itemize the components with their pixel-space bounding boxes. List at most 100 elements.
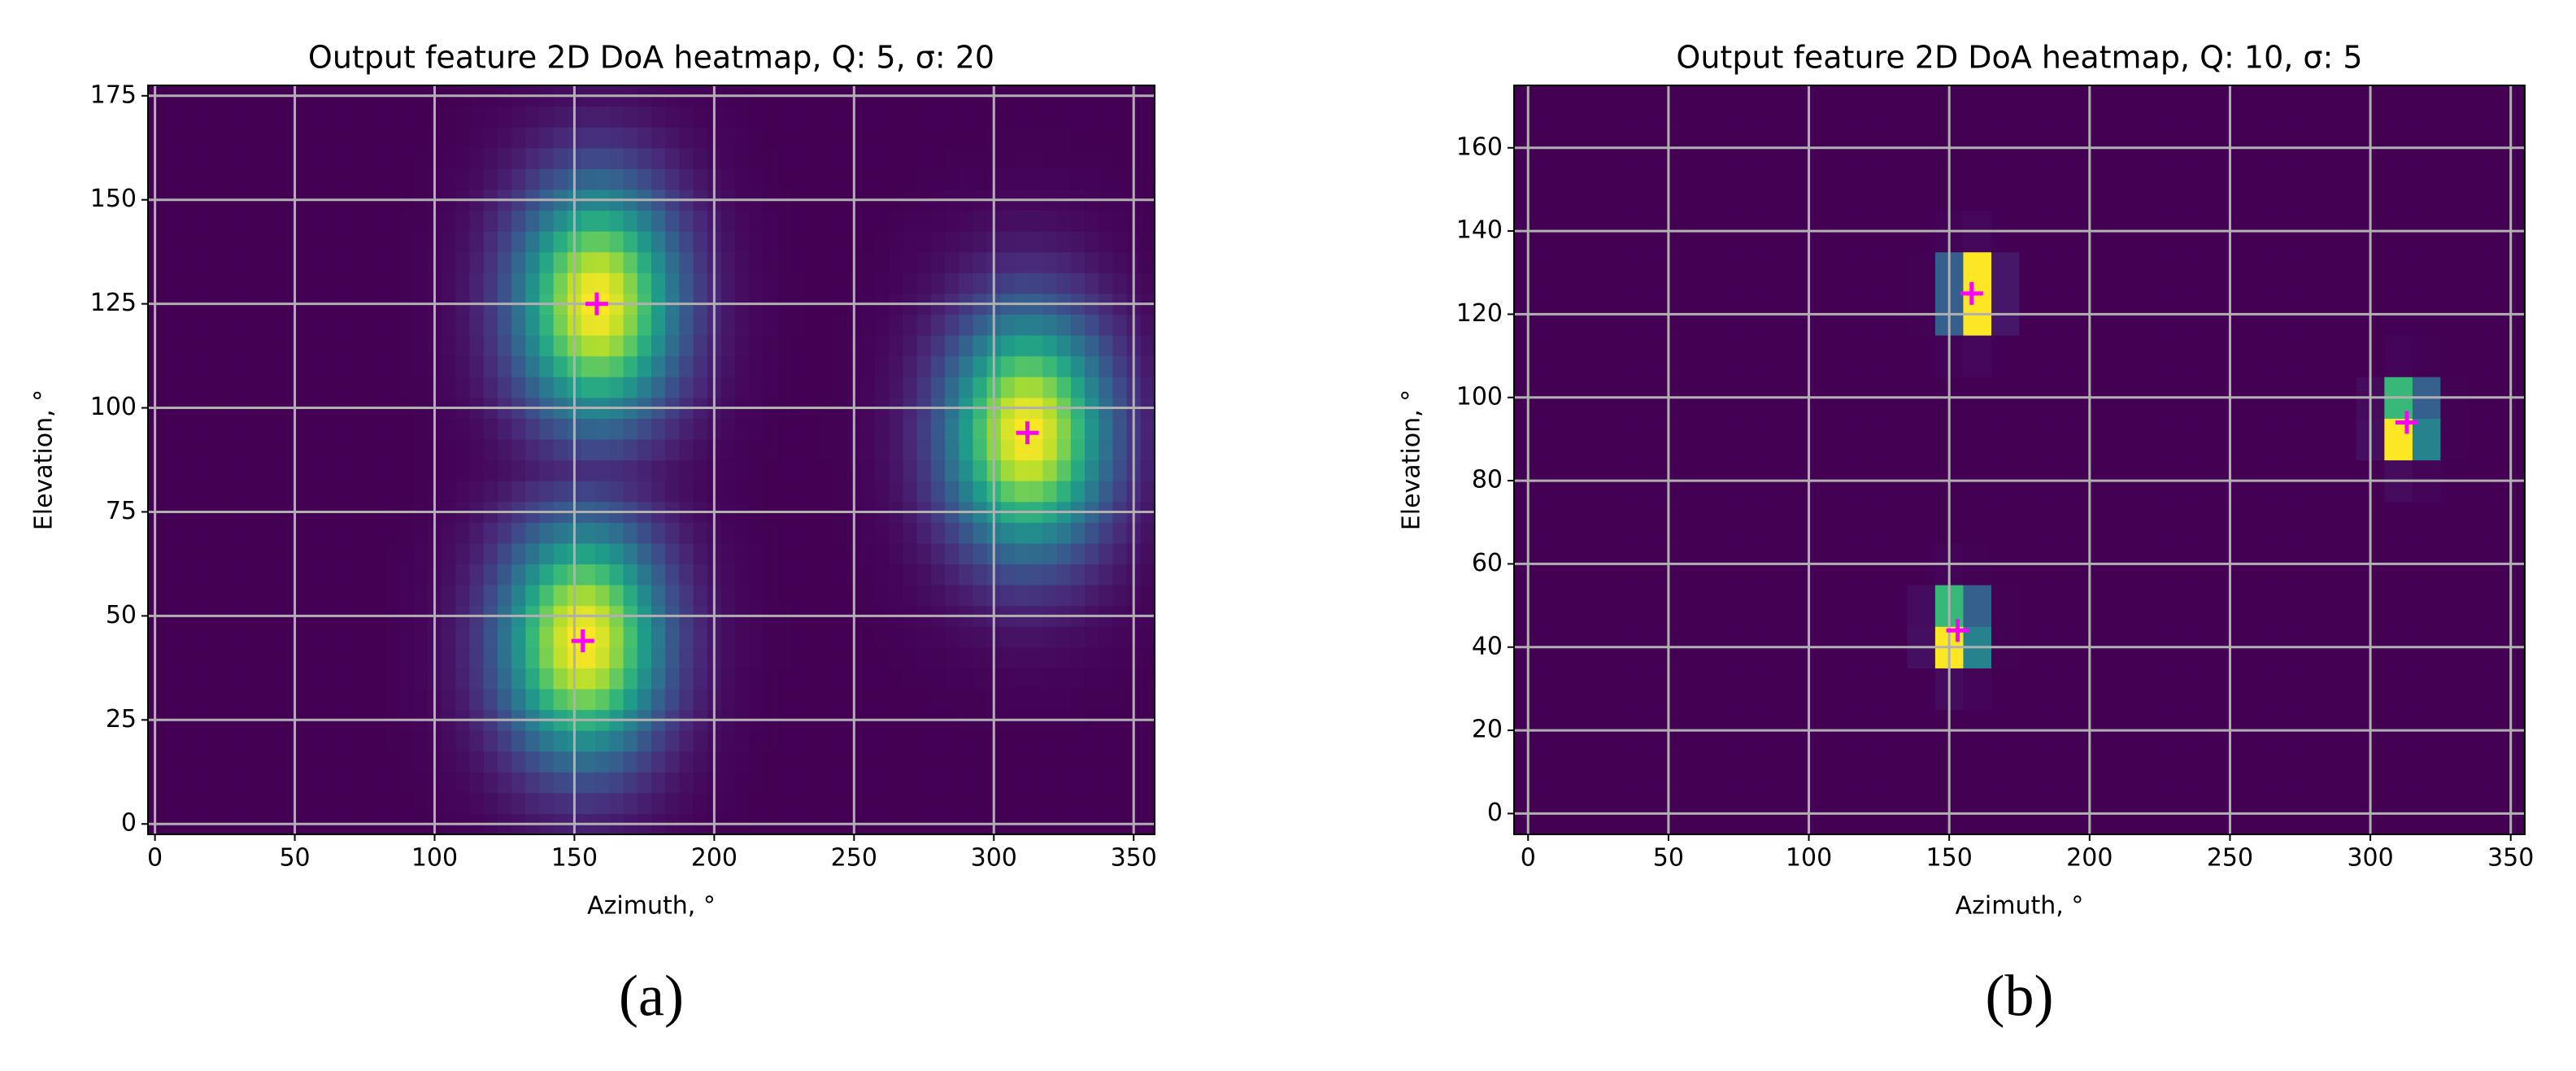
heatmap-cell: [693, 272, 708, 294]
heatmap-cell: [217, 668, 233, 690]
heatmap-cell: [790, 251, 806, 273]
heatmap-cell: [329, 626, 345, 648]
heatmap-cell: [973, 147, 988, 169]
heatmap-cell: [651, 377, 666, 398]
heatmap-cell: [1000, 772, 1016, 794]
y-tick-label: 100: [1456, 382, 1503, 411]
heatmap-cell: [720, 314, 736, 336]
heatmap-cell: [973, 314, 988, 336]
heatmap-cell: [2243, 85, 2273, 128]
heatmap-cell: [1000, 751, 1016, 773]
heatmap-cell: [525, 355, 541, 377]
source-marker: [1016, 421, 1039, 445]
heatmap-cell: [805, 751, 820, 773]
heatmap-cell: [693, 438, 708, 461]
heatmap-cell: [232, 231, 246, 253]
heatmap-cell: [189, 438, 205, 461]
heatmap-cell: [1015, 647, 1029, 668]
heatmap-cell: [1085, 127, 1099, 149]
heatmap-cell: [1542, 335, 1571, 377]
heatmap-cell: [1140, 626, 1155, 648]
heatmap-cell: [749, 355, 764, 377]
heatmap-cell: [217, 210, 233, 232]
heatmap-cell: [525, 418, 541, 440]
heatmap-cell: [720, 585, 736, 607]
heatmap-cell: [735, 564, 750, 586]
heatmap-cell: [302, 147, 316, 169]
heatmap-cell: [442, 106, 456, 128]
heatmap-cell: [973, 730, 988, 752]
heatmap-cell: [176, 314, 191, 336]
heatmap-cell: [1070, 688, 1086, 711]
heatmap-cell: [973, 210, 988, 232]
heatmap-cell: [930, 647, 946, 668]
heatmap-cell: [651, 792, 666, 815]
heatmap-cell: [343, 418, 359, 440]
x-axis-label: Azimuth, °: [1956, 892, 2084, 921]
heatmap-cell: [553, 585, 568, 607]
heatmap-cell: [790, 459, 806, 481]
heatmap-cell: [357, 147, 372, 169]
heatmap-cell: [442, 626, 456, 648]
heatmap: [148, 85, 1155, 835]
heatmap-cell: [162, 542, 176, 565]
heatmap-cell: [959, 626, 974, 648]
heatmap-cell: [609, 751, 624, 773]
heatmap-cell: [176, 585, 191, 607]
heatmap-cell: [693, 626, 708, 648]
heatmap-cell: [609, 106, 624, 128]
heatmap-cell: [1542, 501, 1571, 544]
heatmap-cell: [790, 792, 806, 815]
heatmap-cell: [875, 564, 890, 586]
x-tick-label: 0: [1521, 844, 1536, 873]
heatmap-cell: [469, 792, 485, 815]
heatmap-cell: [1000, 481, 1016, 503]
heatmap-cell: [777, 251, 792, 273]
heatmap-cell: [749, 210, 764, 232]
heatmap-cell: [945, 647, 959, 668]
heatmap-cell: [959, 251, 974, 273]
heatmap-cell: [777, 626, 792, 648]
heatmap-cell: [1000, 542, 1016, 565]
heatmap-cell: [1042, 127, 1058, 149]
heatmap-cell: [372, 438, 386, 461]
heatmap-cell: [539, 459, 555, 481]
heatmap-cell: [259, 314, 275, 336]
heatmap-cell: [581, 335, 596, 357]
heatmap-cell: [945, 564, 959, 586]
heatmap-cell: [2412, 418, 2442, 461]
heatmap-cell: [553, 751, 568, 773]
heatmap-cell: [735, 481, 750, 503]
heatmap-cell: [399, 522, 415, 544]
heatmap-cell: [1056, 647, 1072, 668]
heatmap-cell: [1000, 730, 1016, 752]
heatmap-cell: [930, 730, 946, 752]
heatmap-cell: [1015, 272, 1029, 294]
heatmap-cell: [357, 647, 372, 668]
heatmap-cell: [162, 231, 176, 253]
heatmap-cell: [790, 772, 806, 794]
heatmap-cell: [203, 314, 219, 336]
heatmap-cell: [273, 522, 289, 544]
heatmap-cell: [1000, 355, 1016, 377]
heatmap-cell: [790, 314, 806, 336]
heatmap-cell: [1140, 481, 1155, 503]
heatmap-cell: [749, 730, 764, 752]
heatmap-cell: [1015, 210, 1029, 232]
heatmap-cell: [973, 168, 988, 190]
heatmap-cell: [1963, 668, 1992, 711]
heatmap-cell: [679, 772, 694, 794]
heatmap-cell: [2328, 168, 2357, 211]
heatmap-cell: [232, 585, 246, 607]
heatmap-cell: [2131, 251, 2160, 294]
heatmap-cell: [930, 792, 946, 815]
heatmap-cell: [413, 647, 429, 668]
heatmap-cell: [483, 210, 498, 232]
heatmap-cell: [232, 418, 246, 440]
heatmap-cell: [1015, 542, 1029, 565]
heatmap-cell: [903, 418, 918, 440]
heatmap-cell: [343, 106, 359, 128]
heatmap-cell: [637, 626, 652, 648]
heatmap-cell: [819, 251, 834, 273]
heatmap-cell: [483, 272, 498, 294]
